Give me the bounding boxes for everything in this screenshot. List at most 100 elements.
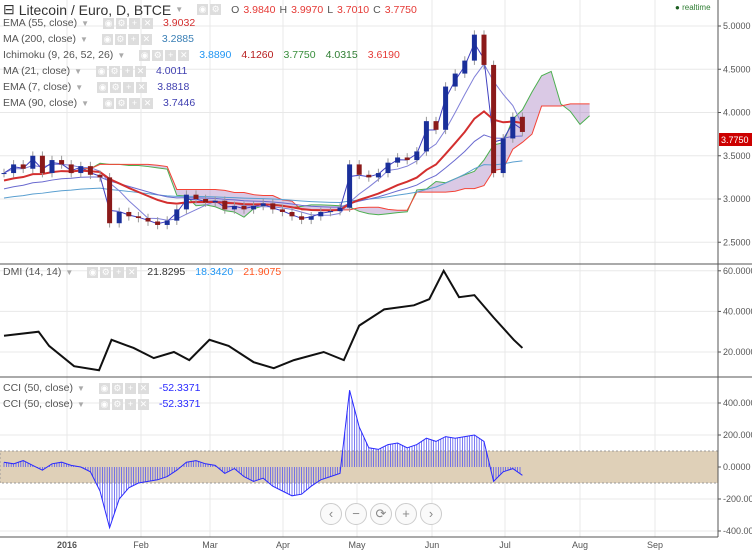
axis-tick-label: 3.0000 [723, 194, 751, 204]
cci-legend: CCI (50, close) ▼ ◉ ⚙ + ✕ -52.3371 [3, 398, 206, 410]
gear-icon[interactable]: ⚙ [210, 4, 222, 15]
cci-line [3, 390, 523, 530]
axis-tick-label: 4.0000 [723, 108, 751, 118]
candle [222, 200, 228, 210]
chevron-down-icon[interactable]: ▼ [77, 399, 85, 409]
candle [164, 220, 170, 225]
last-price-badge [719, 133, 752, 146]
indicator-name[interactable]: EMA (55, close) [3, 17, 78, 29]
chevron-down-icon[interactable]: ▼ [74, 66, 83, 76]
eye-icon[interactable]: ◉ [87, 266, 99, 278]
zoom-out-button[interactable]: − [345, 503, 367, 525]
axis-tick-label: 200.0000 [723, 430, 752, 440]
eye-icon[interactable]: ◉ [103, 17, 115, 29]
indicator-name[interactable]: Ichimoku (9, 26, 52, 26) [3, 49, 114, 61]
close-icon[interactable]: ✕ [126, 266, 138, 278]
candle [414, 151, 420, 161]
candle [471, 34, 477, 61]
symbol-title[interactable]: Litecoin / Euro, D, BTCE [18, 1, 172, 18]
cci-legend: CCI (50, close) ▼ ◉ ⚙ + ✕ -52.3371 [3, 382, 206, 394]
gear-icon[interactable]: ⚙ [111, 382, 123, 394]
axis-tick-label: 2.5000 [723, 237, 751, 247]
close-icon[interactable]: ✕ [142, 17, 154, 29]
candle [155, 221, 161, 225]
indicator-name[interactable]: MA (21, close) [3, 65, 71, 77]
gear-icon[interactable]: ⚙ [110, 81, 122, 93]
plus-icon[interactable]: + [113, 266, 125, 278]
indicator-name[interactable]: EMA (90, close) [3, 97, 78, 109]
chevron-down-icon[interactable]: ▼ [117, 50, 126, 60]
indicator-name[interactable]: MA (200, close) [3, 33, 76, 45]
candle [39, 155, 45, 174]
indicator-value: 21.9075 [243, 266, 282, 278]
dmi-line [3, 268, 524, 372]
plus-icon[interactable]: + [122, 65, 134, 77]
chevron-down-icon[interactable]: ▼ [65, 267, 74, 277]
candle [260, 203, 266, 206]
close-icon[interactable]: ✕ [140, 33, 152, 45]
indicator-legend: EMA (55, close) ▼ ◉ ⚙ + ✕ 3.9032 [3, 17, 201, 29]
ma-200-line [3, 160, 523, 204]
eye-icon[interactable]: ◉ [139, 49, 151, 61]
time-axis-label: Apr [276, 540, 290, 550]
close-icon[interactable]: ✕ [137, 382, 149, 394]
candle [59, 160, 65, 165]
close-icon[interactable]: ✕ [136, 81, 148, 93]
gear-icon[interactable]: ⚙ [109, 65, 121, 77]
eye-icon[interactable]: ◉ [197, 4, 209, 15]
candle [375, 173, 381, 178]
candle [318, 211, 324, 217]
indicator-name[interactable]: CCI (50, close) [3, 382, 74, 394]
gear-icon[interactable]: ⚙ [152, 49, 164, 61]
eye-icon[interactable]: ◉ [97, 81, 109, 93]
eye-icon[interactable]: ◉ [103, 97, 115, 109]
reset-button[interactable]: ⟳ [370, 503, 392, 525]
gear-icon[interactable]: ⚙ [116, 97, 128, 109]
zoom-in-button[interactable]: + [395, 503, 417, 525]
candle [135, 216, 141, 219]
collapse-icon[interactable]: ⊟ [3, 1, 15, 17]
high-value: 3.9970 [291, 3, 324, 16]
chevron-down-icon[interactable]: ▼ [77, 383, 85, 393]
symbol-legend: ⊟ Litecoin / Euro, D, BTCE ▼ ◉ ⚙ O 3.9840 … [3, 1, 417, 18]
eye-icon[interactable]: ◉ [101, 33, 113, 45]
plus-icon[interactable]: + [124, 382, 136, 394]
candle [299, 216, 305, 220]
plus-icon[interactable]: + [165, 49, 177, 61]
indicator-name[interactable]: DMI (14, 14) [3, 266, 62, 278]
plus-icon[interactable]: + [127, 33, 139, 45]
plus-icon[interactable]: + [129, 17, 141, 29]
chevron-down-icon[interactable]: ▼ [81, 18, 90, 28]
indicator-name[interactable]: CCI (50, close) [3, 398, 74, 410]
scroll-left-button[interactable]: ‹ [320, 503, 342, 525]
plus-icon[interactable]: + [123, 81, 135, 93]
candle [433, 121, 439, 130]
open-label: O [231, 3, 240, 16]
candle [49, 160, 55, 174]
chevron-down-icon[interactable]: ▼ [81, 98, 90, 108]
eye-icon[interactable]: ◉ [96, 65, 108, 77]
plus-icon[interactable]: + [129, 97, 141, 109]
chevron-down-icon[interactable]: ▼ [175, 5, 184, 14]
close-icon[interactable]: ✕ [142, 97, 154, 109]
gear-icon[interactable]: ⚙ [114, 33, 126, 45]
realtime-label: realtime [682, 3, 711, 12]
candle [385, 162, 391, 174]
candle [193, 194, 199, 199]
gear-icon[interactable]: ⚙ [111, 398, 123, 410]
eye-icon[interactable]: ◉ [98, 398, 110, 410]
close-icon[interactable]: ✕ [137, 398, 149, 410]
close-icon[interactable]: ✕ [135, 65, 147, 77]
candle [366, 174, 372, 178]
time-axis-label: Jul [499, 540, 511, 550]
plus-icon[interactable]: + [124, 398, 136, 410]
indicator-name[interactable]: EMA (7, close) [3, 81, 72, 93]
chevron-down-icon[interactable]: ▼ [79, 34, 88, 44]
scroll-right-button[interactable]: › [420, 503, 442, 525]
chevron-down-icon[interactable]: ▼ [75, 82, 84, 92]
gear-icon[interactable]: ⚙ [100, 266, 112, 278]
eye-icon[interactable]: ◉ [98, 382, 110, 394]
close-icon[interactable]: ✕ [178, 49, 190, 61]
gear-icon[interactable]: ⚙ [116, 17, 128, 29]
